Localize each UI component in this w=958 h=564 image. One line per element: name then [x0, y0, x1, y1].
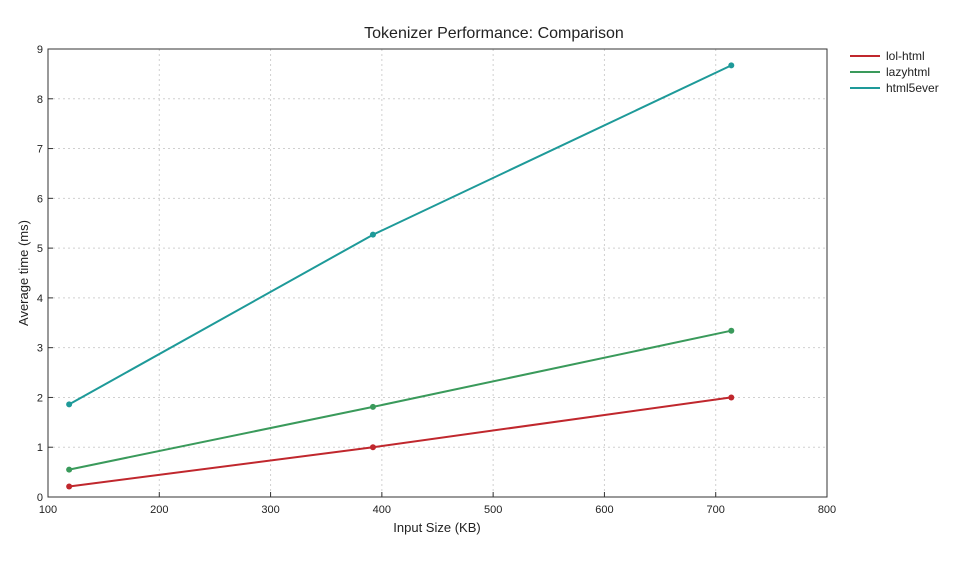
y-tick-label: 7	[37, 144, 43, 156]
data-point	[728, 394, 735, 401]
data-point	[369, 231, 376, 238]
series-lol-html	[66, 394, 735, 490]
data-point	[66, 466, 73, 473]
x-axis-title: Input Size (KB)	[393, 520, 480, 535]
legend: lol-html lazyhtml html5ever	[850, 49, 939, 95]
y-tick-label: 4	[37, 293, 43, 305]
legend-item: lazyhtml	[850, 65, 930, 79]
x-tick-label: 200	[150, 504, 168, 516]
y-tick-label: 5	[37, 243, 43, 255]
x-tick-label: 700	[707, 504, 725, 516]
y-tick-label: 9	[37, 44, 43, 56]
series-line	[68, 329, 732, 471]
series-line	[68, 396, 732, 488]
data-point	[728, 62, 735, 69]
gridlines	[48, 49, 827, 497]
data-point	[66, 483, 73, 490]
plot-area-frame	[47, 48, 828, 498]
data-point	[728, 327, 735, 334]
data-point	[369, 403, 376, 410]
y-axis-title: Average time (ms)	[16, 220, 31, 326]
y-tick-label: 1	[37, 442, 43, 454]
data-point	[66, 401, 73, 408]
y-tick-label: 8	[37, 94, 43, 106]
series-line	[68, 64, 732, 406]
x-tick-label: 400	[373, 504, 391, 516]
x-tick-label: 500	[484, 504, 502, 516]
series-lines	[66, 62, 735, 490]
axis-ticks: 0 1 2 3 4 5 6 7 8 9 100 200 300 400 500 600 700 800	[37, 44, 836, 516]
legend-label: lol-html	[886, 49, 925, 63]
series-lazyhtml	[66, 327, 735, 473]
x-tick-label: 800	[818, 504, 836, 516]
legend-item: lol-html	[850, 49, 925, 63]
series-html5ever	[66, 62, 735, 408]
x-tick-label: 100	[39, 504, 57, 516]
data-point	[369, 444, 376, 451]
legend-label: html5ever	[886, 81, 939, 95]
y-tick-label: 0	[37, 492, 43, 504]
chart-title: Tokenizer Performance: Comparison	[364, 25, 624, 42]
x-tick-label: 300	[261, 504, 279, 516]
y-tick-label: 3	[37, 343, 43, 355]
y-tick-label: 6	[37, 193, 43, 205]
legend-label: lazyhtml	[886, 65, 930, 79]
x-tick-label: 600	[595, 504, 613, 516]
legend-item: html5ever	[850, 81, 939, 95]
y-tick-label: 2	[37, 392, 43, 404]
